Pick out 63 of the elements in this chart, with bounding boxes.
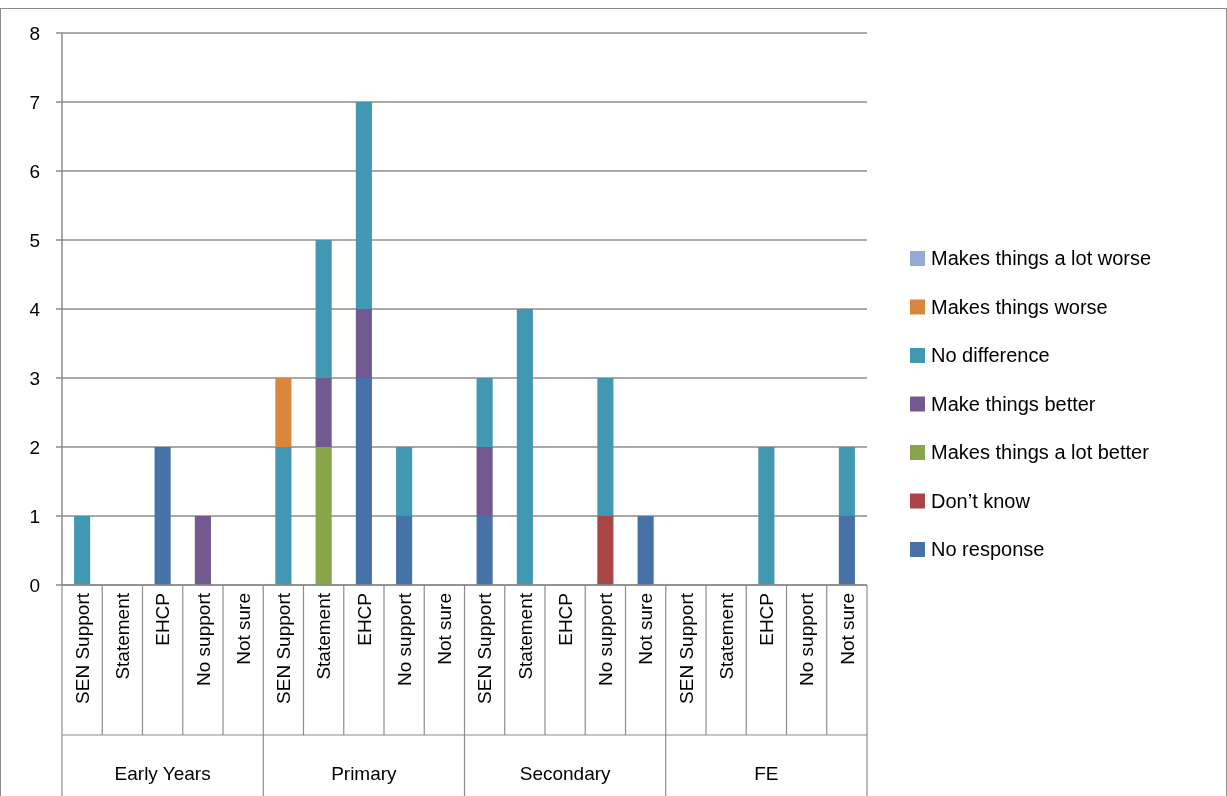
bar (838, 447, 855, 516)
text: Secondary (519, 762, 612, 784)
x-tick-label: Not sure (434, 593, 456, 665)
bar (476, 378, 493, 447)
bar (275, 447, 292, 585)
x-tick-label: SEN Support (474, 592, 496, 704)
text: Primary (331, 762, 398, 784)
bar (597, 378, 614, 516)
text: Early Years (114, 762, 211, 784)
bar (315, 378, 332, 447)
bar (637, 516, 654, 585)
text: FE (754, 762, 779, 784)
bar (516, 309, 533, 585)
y-tick-label: 1 (29, 505, 40, 527)
bar (355, 378, 372, 585)
x-tick-label: SEN Support (71, 592, 93, 704)
legend-label: Makes things a lot worse (931, 247, 1152, 269)
y-tick-label: 7 (29, 91, 40, 113)
x-tick-label: EHCP (756, 593, 778, 646)
bar (74, 516, 91, 585)
legend-label: Makes things worse (931, 295, 1108, 318)
x-tick-label: Not sure (836, 593, 858, 665)
legend-label: No difference (931, 344, 1050, 366)
bar (758, 447, 775, 585)
x-tick-label: EHCP (353, 593, 375, 646)
y-tick-label: 3 (29, 367, 40, 389)
legend-label: No response (931, 538, 1045, 560)
bar (194, 516, 211, 585)
x-tick-label: Statement (514, 592, 536, 680)
bar (597, 516, 614, 585)
x-tick-label: Statement (112, 592, 134, 680)
x-tick-label: Statement (313, 592, 335, 680)
bar (396, 516, 413, 585)
legend-label: Makes things a lot better (931, 441, 1150, 463)
x-tick-label: No support (796, 592, 818, 686)
y-tick-label: 6 (29, 160, 40, 182)
y-tick-label: 4 (29, 298, 41, 320)
y-tick-label: 2 (29, 436, 40, 458)
legend-label: Make things better (931, 392, 1096, 415)
x-tick-label: SEN Support (675, 592, 697, 704)
x-tick-label: Not sure (635, 593, 657, 665)
bar (275, 378, 292, 447)
x-tick-label: EHCP (554, 593, 576, 646)
x-tick-label: No support (393, 592, 415, 686)
bar (396, 447, 413, 516)
bar (154, 447, 171, 585)
x-tick-label: No support (595, 592, 617, 686)
bar (476, 447, 493, 516)
x-tick-label: No support (192, 592, 214, 686)
x-tick-label: SEN Support (273, 592, 295, 704)
y-tick-label: 5 (29, 229, 40, 251)
bar (315, 447, 332, 585)
bar (838, 516, 855, 585)
bar (355, 102, 372, 309)
bar (476, 516, 493, 585)
bar (355, 309, 372, 378)
bar (315, 240, 332, 378)
x-tick-label: EHCP (152, 593, 174, 646)
x-tick-label: Not sure (232, 593, 254, 665)
x-tick-label: Statement (715, 592, 737, 680)
legend-label: Don’t know (931, 489, 1031, 512)
y-tick-label: 0 (29, 574, 40, 596)
y-tick-label: 8 (29, 22, 40, 44)
